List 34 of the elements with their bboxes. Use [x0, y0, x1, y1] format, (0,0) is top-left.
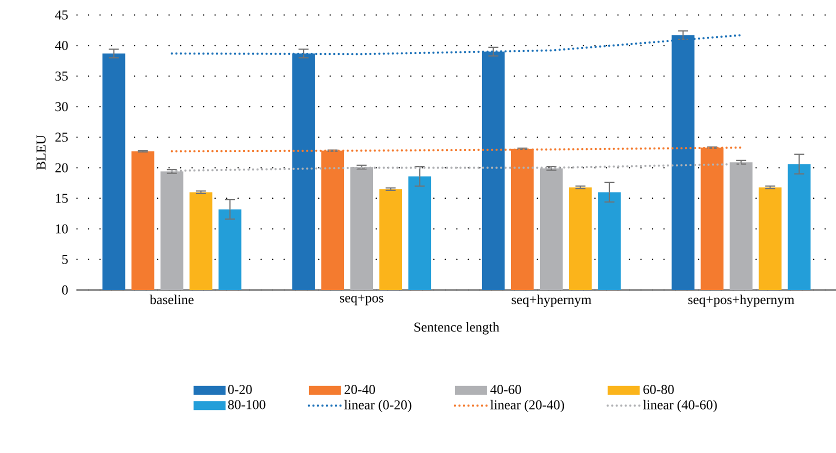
legend-label: 20-40 — [344, 384, 375, 394]
y-tick-label: 20 — [55, 163, 68, 172]
bar — [598, 192, 621, 290]
legend-label: 0-20 — [228, 384, 252, 394]
y-axis-title: BLEU — [36, 135, 46, 170]
bar — [408, 176, 432, 290]
bar — [190, 192, 212, 290]
y-tick-label: 10 — [56, 224, 68, 234]
y-tick-label: 5 — [62, 254, 68, 264]
bar — [569, 187, 592, 290]
legend-label: linear (20-40) — [490, 400, 564, 412]
bar — [758, 187, 782, 290]
bar — [788, 164, 811, 290]
y-tick-label: 40 — [55, 40, 68, 50]
bar — [218, 209, 242, 290]
legend-label: linear (40-60) — [643, 400, 717, 412]
y-tick-label: 25 — [55, 132, 68, 142]
legend-label: linear (0-20) — [344, 400, 412, 412]
y-tick-label: 30 — [55, 102, 68, 112]
bar — [379, 189, 402, 290]
y-tick-label: 0 — [62, 285, 68, 295]
legend-label: 60-80 — [643, 384, 674, 394]
bar — [131, 151, 154, 290]
legend-label: 80-100 — [228, 400, 266, 410]
x-tick-label: baseline — [150, 294, 194, 304]
x-axis-title: Sentence length — [414, 322, 500, 334]
legend-label: 40-60 — [490, 384, 522, 394]
y-tick-label: 15 — [56, 194, 68, 203]
y-tick-label: 45 — [55, 10, 68, 20]
x-tick-label: seq+hypernym — [512, 294, 592, 307]
x-tick-label: seq+pos+hypernym — [688, 294, 794, 307]
x-tick-label: seq+pos — [340, 294, 384, 306]
bar — [102, 53, 126, 290]
y-tick-label: 35 — [55, 72, 68, 81]
